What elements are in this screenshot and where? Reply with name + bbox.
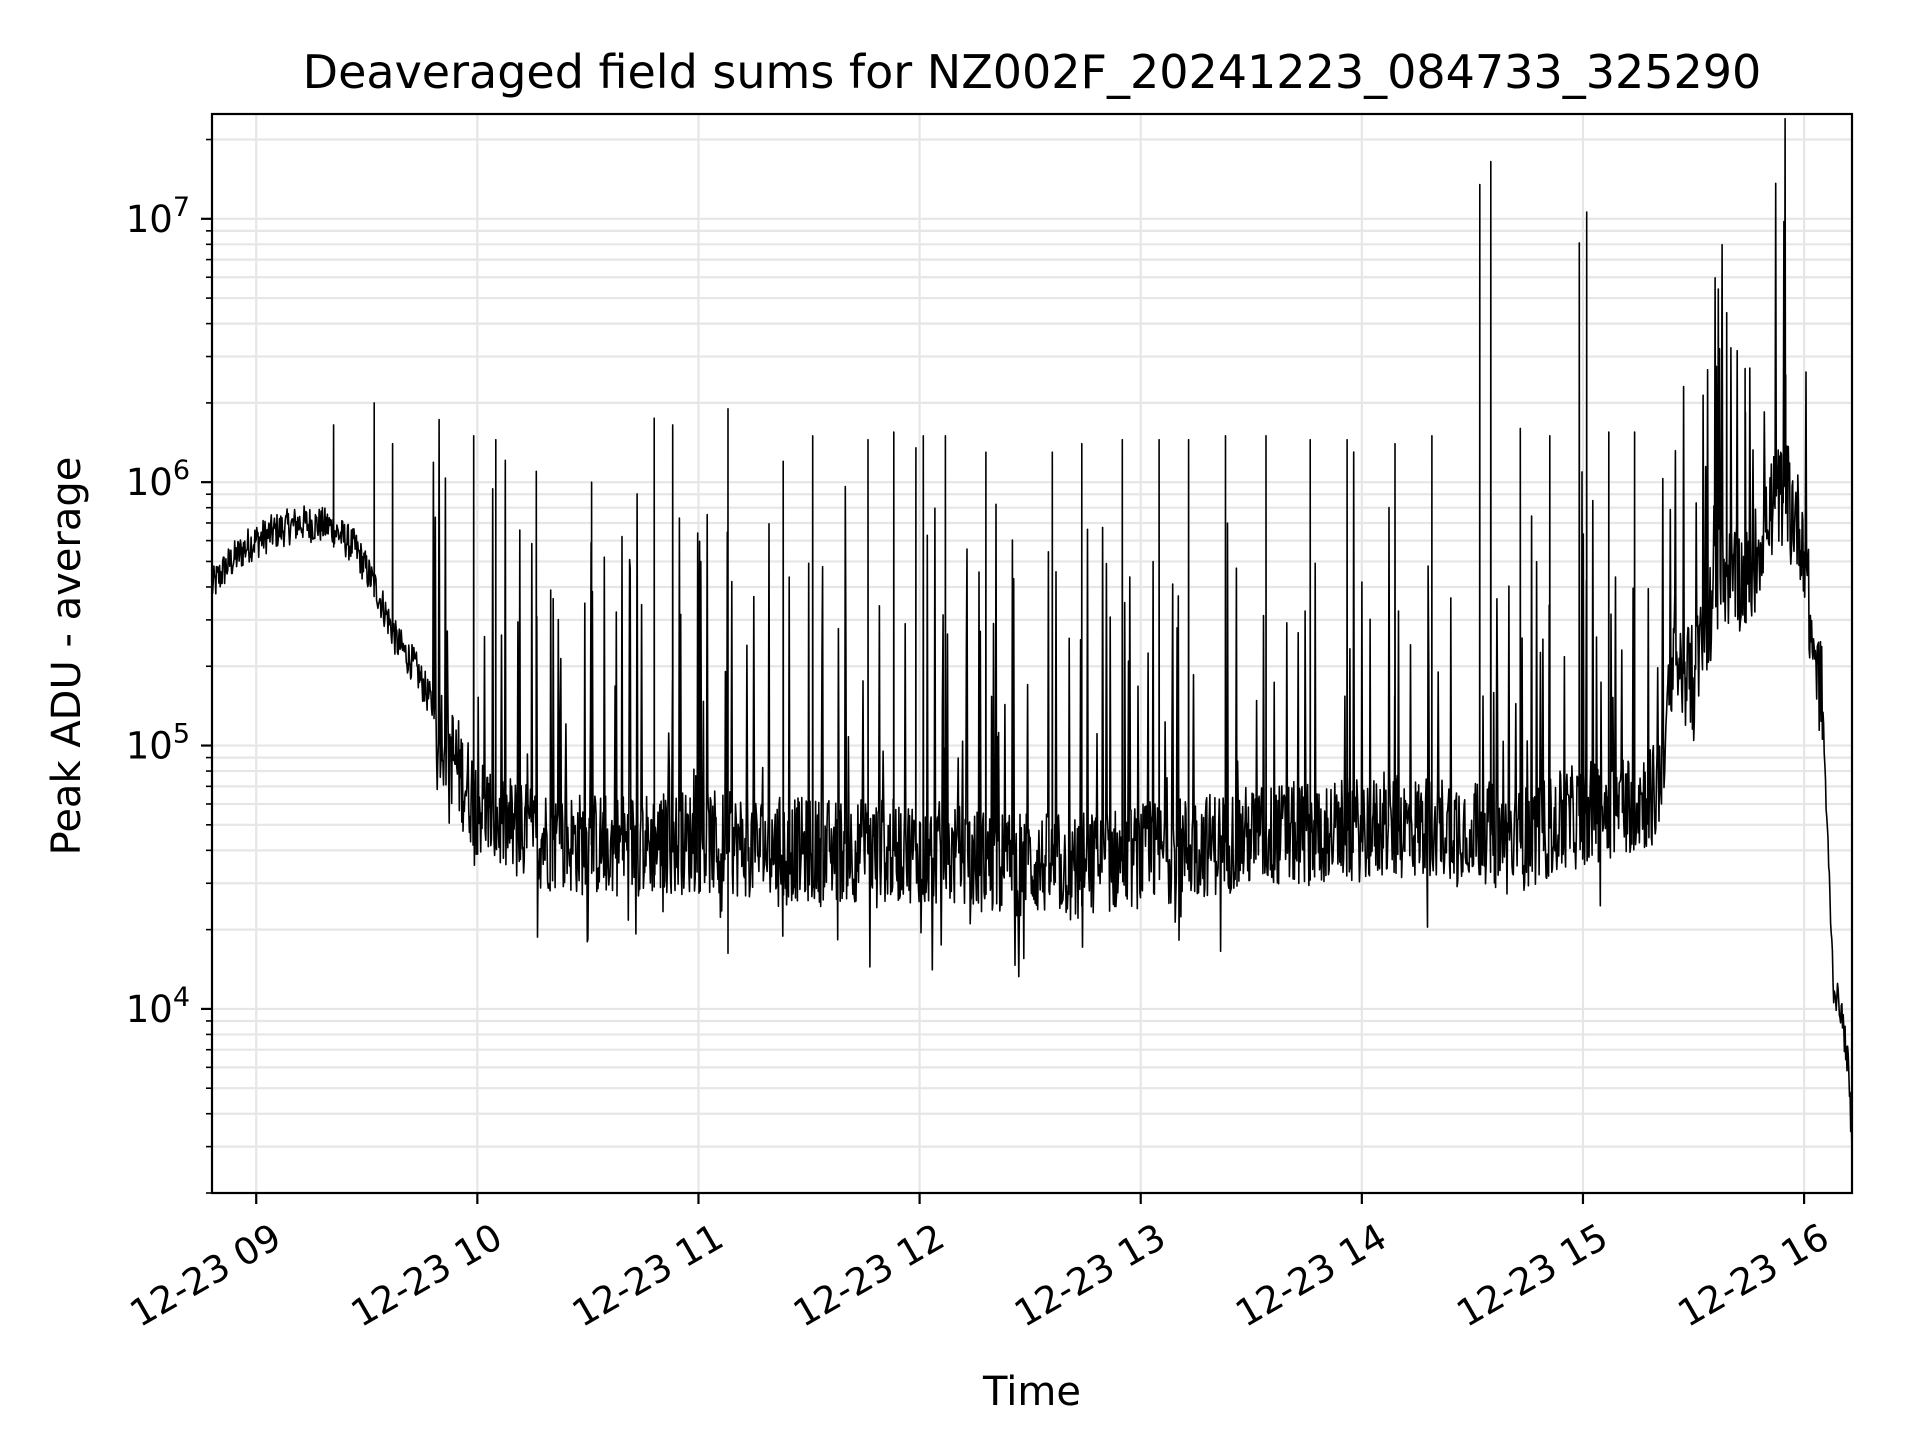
y-axis-label: Peak ADU - average [44, 457, 90, 856]
y-tick-label: 104 [126, 982, 190, 1031]
data-series [211, 117, 1853, 1155]
y-axis-ticks: 104 105 106 107 [126, 138, 212, 1194]
y-tick-label: 107 [126, 192, 190, 241]
x-axis-label: Time [982, 1369, 1081, 1415]
y-tick-label: 105 [126, 719, 190, 768]
series-line [211, 117, 1853, 1155]
y-tick-label: 106 [126, 455, 190, 504]
chart-title: Deaveraged field sums for NZ002F_2024122… [303, 45, 1762, 99]
plot-area-frame [210, 112, 1854, 1195]
